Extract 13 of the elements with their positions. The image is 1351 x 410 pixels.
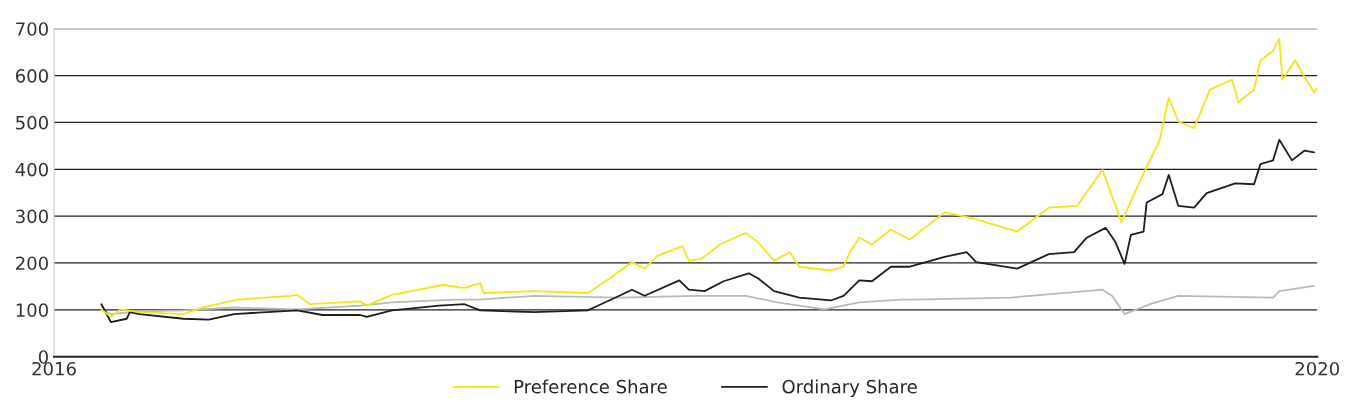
y-tick-label: 0	[38, 350, 48, 364]
y-tick-label: 600	[15, 69, 48, 83]
line-series	[100, 38, 1318, 318]
legend-label: Preference Share	[514, 379, 667, 394]
y-tick-label: 500	[16, 115, 48, 130]
x-tick-label: 2020	[1295, 361, 1339, 376]
y-tick-label: 100	[16, 303, 48, 317]
x-tick-label: 2016	[32, 361, 76, 376]
y-tick-label: 400	[15, 162, 48, 177]
legend-label: Ordinary Share	[782, 379, 917, 397]
y-tick-label: 300	[16, 209, 48, 224]
y-tick-label: 200	[16, 256, 48, 271]
y-tick-label: 700	[16, 22, 48, 36]
